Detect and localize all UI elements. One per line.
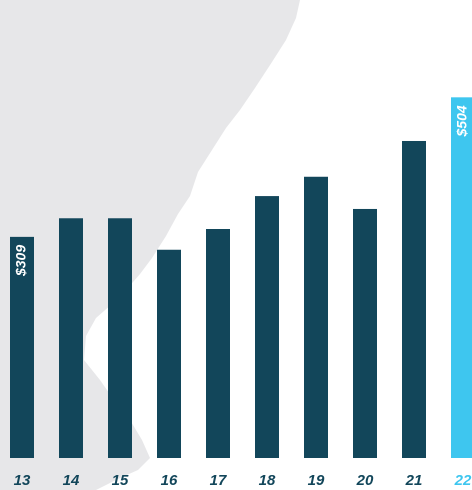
- x-tick-label: 22: [454, 472, 472, 489]
- bar: [255, 196, 279, 459]
- x-tick-label: 21: [405, 472, 423, 489]
- bar: [451, 97, 472, 458]
- x-tick-label: 19: [308, 472, 325, 489]
- bar: [108, 218, 132, 458]
- x-tick-label: 20: [356, 472, 374, 489]
- bar: [304, 176, 328, 458]
- value-label: $309: [13, 245, 29, 277]
- x-tick-label: 18: [259, 472, 276, 489]
- bar: [206, 229, 230, 458]
- x-tick-label: 14: [63, 472, 80, 489]
- x-tick-label: 16: [161, 472, 178, 489]
- x-tick-label: 13: [14, 472, 31, 489]
- bar: [353, 208, 377, 458]
- bar: [402, 140, 426, 458]
- value-label: $504: [454, 105, 470, 137]
- bar: [59, 218, 83, 458]
- bar: [157, 249, 181, 458]
- bar: [10, 236, 34, 458]
- x-tick-label: 15: [112, 472, 129, 489]
- x-tick-label: 17: [210, 472, 227, 489]
